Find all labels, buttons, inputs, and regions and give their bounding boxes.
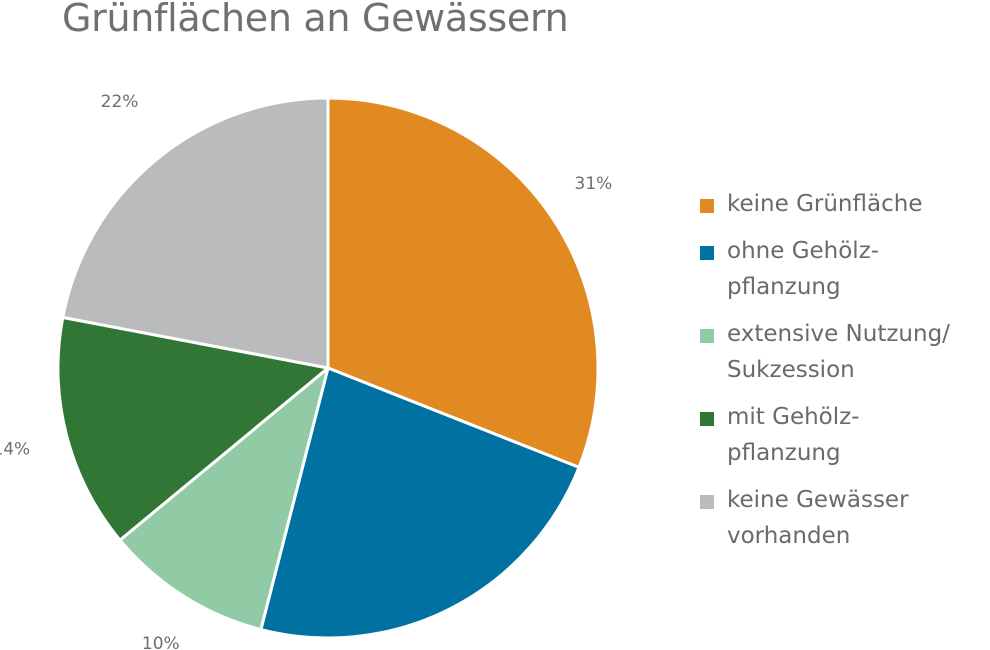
chart-title: Grünflächen an Gewässern [62, 0, 569, 40]
data-label-extensive-nutzung-sukzession: 10% [142, 634, 180, 650]
legend-swatch [700, 246, 714, 260]
legend-swatch [700, 412, 714, 426]
pie-slice-keine-gruenflaeche [326, 96, 600, 469]
pie-slice-keine-gewaesser-vorhanden [61, 96, 330, 370]
legend-swatch [700, 329, 714, 343]
legend-label: mit Gehölz- pflanzung [727, 404, 860, 466]
data-label-mit-gehoelzpflanzung: 14% [0, 439, 30, 459]
legend: keine Grünfläche ohne Gehölz- pflanzung ex… [700, 186, 986, 565]
legend-label: keine Grünfläche [727, 191, 923, 217]
legend-label: ohne Gehölz- pflanzung [727, 238, 880, 300]
legend-swatch [700, 495, 714, 509]
legend-label: keine Gewässer vorhanden [727, 487, 909, 549]
legend-item-mit-gehoelzpflanzung: mit Gehölz- pflanzung [700, 399, 986, 471]
pie-slice-mit-gehoelzpflanzung [56, 315, 330, 542]
legend-swatch [700, 199, 714, 213]
data-label-keine-gewaesser-vorhanden: 22% [101, 92, 139, 112]
pie-slices [56, 96, 600, 640]
pie-slice-ohne-gehoelzpflanzung [259, 366, 581, 640]
legend-item-extensive-nutzung-sukzession: extensive Nutzung/ Sukzession [700, 316, 986, 388]
legend-item-keine-gruenflaeche: keine Grünfläche [700, 186, 986, 222]
pie-slice-extensive-nutzung-sukzession [118, 366, 330, 632]
pie-data-labels: 31%23%10%14%22% [0, 92, 612, 650]
legend-item-ohne-gehoelzpflanzung: ohne Gehölz- pflanzung [700, 233, 986, 305]
data-label-keine-gruenflaeche: 31% [575, 174, 613, 194]
legend-label: extensive Nutzung/ Sukzession [727, 321, 950, 383]
legend-item-keine-gewaesser-vorhanden: keine Gewässer vorhanden [700, 482, 986, 554]
